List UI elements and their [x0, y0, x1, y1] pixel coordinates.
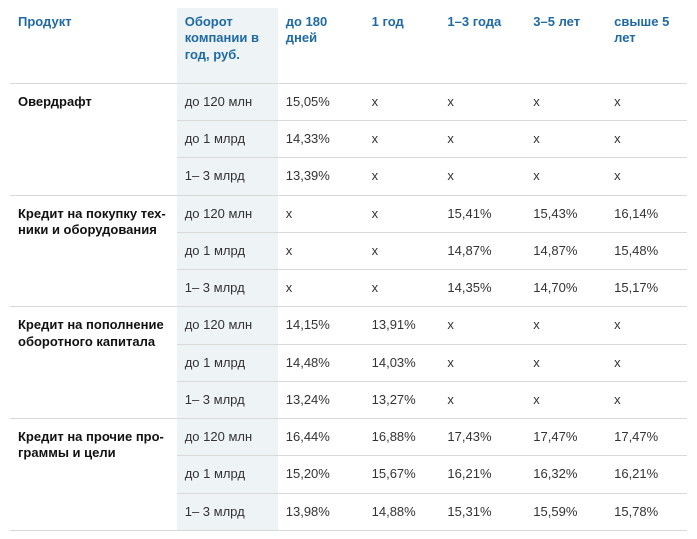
value-cell: x: [525, 344, 606, 381]
value-cell: x: [606, 344, 687, 381]
value-cell: 14,48%: [278, 344, 364, 381]
value-cell: x: [606, 121, 687, 158]
value-cell: 13,27%: [364, 381, 440, 418]
value-cell: 13,24%: [278, 381, 364, 418]
value-cell: x: [606, 381, 687, 418]
value-cell: 16,14%: [606, 195, 687, 232]
value-cell: 16,32%: [525, 456, 606, 493]
value-cell: x: [278, 270, 364, 307]
value-cell: 15,17%: [606, 270, 687, 307]
table-row: Кредит на пополнение оборотного капитала…: [10, 307, 687, 344]
turnover-cell: 1– 3 млрд: [177, 158, 278, 195]
product-cell: Овердрафт: [10, 83, 177, 195]
value-cell: x: [525, 158, 606, 195]
value-cell: x: [606, 83, 687, 120]
col-header-1y: 1 год: [364, 8, 440, 83]
turnover-cell: до 120 млн: [177, 195, 278, 232]
turnover-cell: до 1 млрд: [177, 344, 278, 381]
value-cell: 17,43%: [439, 419, 525, 456]
value-cell: 16,88%: [364, 419, 440, 456]
turnover-cell: до 1 млрд: [177, 121, 278, 158]
value-cell: x: [439, 158, 525, 195]
turnover-cell: 1– 3 млрд: [177, 493, 278, 530]
value-cell: x: [525, 307, 606, 344]
value-cell: 17,47%: [525, 419, 606, 456]
value-cell: 15,67%: [364, 456, 440, 493]
value-cell: 13,39%: [278, 158, 364, 195]
value-cell: 14,88%: [364, 493, 440, 530]
value-cell: 14,15%: [278, 307, 364, 344]
header-row: Продукт Оборот компании в год, руб. до 1…: [10, 8, 687, 83]
value-cell: 13,91%: [364, 307, 440, 344]
table-row: Овердрафтдо 120 млн15,05%xxxx: [10, 83, 687, 120]
value-cell: 14,33%: [278, 121, 364, 158]
value-cell: 14,70%: [525, 270, 606, 307]
col-header-3-5y: 3–5 лет: [525, 8, 606, 83]
rates-table: Продукт Оборот компании в год, руб. до 1…: [10, 8, 687, 531]
value-cell: x: [606, 307, 687, 344]
value-cell: 15,48%: [606, 232, 687, 269]
col-header-180d: до 180 дней: [278, 8, 364, 83]
value-cell: x: [525, 121, 606, 158]
value-cell: 15,05%: [278, 83, 364, 120]
value-cell: x: [278, 195, 364, 232]
value-cell: x: [525, 381, 606, 418]
value-cell: x: [439, 83, 525, 120]
value-cell: x: [364, 83, 440, 120]
value-cell: x: [606, 158, 687, 195]
table-row: Кредит на прочие про­граммы и целидо 120…: [10, 419, 687, 456]
value-cell: 15,78%: [606, 493, 687, 530]
value-cell: 15,43%: [525, 195, 606, 232]
value-cell: 16,21%: [439, 456, 525, 493]
value-cell: x: [525, 83, 606, 120]
value-cell: 14,87%: [525, 232, 606, 269]
table-row: Кредит на покупку тех­ники и оборудовани…: [10, 195, 687, 232]
value-cell: 16,21%: [606, 456, 687, 493]
value-cell: 15,20%: [278, 456, 364, 493]
value-cell: 17,47%: [606, 419, 687, 456]
value-cell: 15,41%: [439, 195, 525, 232]
product-cell: Кредит на покупку тех­ники и оборудовани…: [10, 195, 177, 307]
value-cell: x: [364, 121, 440, 158]
turnover-cell: до 120 млн: [177, 419, 278, 456]
value-cell: 14,87%: [439, 232, 525, 269]
col-header-turnover: Оборот компании в год, руб.: [177, 8, 278, 83]
turnover-cell: до 120 млн: [177, 307, 278, 344]
turnover-cell: 1– 3 млрд: [177, 381, 278, 418]
value-cell: x: [439, 344, 525, 381]
value-cell: x: [439, 381, 525, 418]
turnover-cell: до 120 млн: [177, 83, 278, 120]
col-header-product: Продукт: [10, 8, 177, 83]
value-cell: x: [364, 195, 440, 232]
product-cell: Кредит на пополнение оборотного капитала: [10, 307, 177, 419]
value-cell: 15,31%: [439, 493, 525, 530]
value-cell: 13,98%: [278, 493, 364, 530]
col-header-1-3y: 1–3 года: [439, 8, 525, 83]
col-header-5yplus: свыше 5 лет: [606, 8, 687, 83]
value-cell: x: [278, 232, 364, 269]
value-cell: x: [364, 158, 440, 195]
value-cell: x: [364, 232, 440, 269]
value-cell: x: [364, 270, 440, 307]
table-body: Овердрафтдо 120 млн15,05%xxxxдо 1 млрд14…: [10, 83, 687, 530]
value-cell: x: [439, 307, 525, 344]
value-cell: 14,03%: [364, 344, 440, 381]
value-cell: 16,44%: [278, 419, 364, 456]
turnover-cell: 1– 3 млрд: [177, 270, 278, 307]
turnover-cell: до 1 млрд: [177, 232, 278, 269]
value-cell: 14,35%: [439, 270, 525, 307]
value-cell: x: [439, 121, 525, 158]
value-cell: 15,59%: [525, 493, 606, 530]
product-cell: Кредит на прочие про­граммы и цели: [10, 419, 177, 531]
turnover-cell: до 1 млрд: [177, 456, 278, 493]
